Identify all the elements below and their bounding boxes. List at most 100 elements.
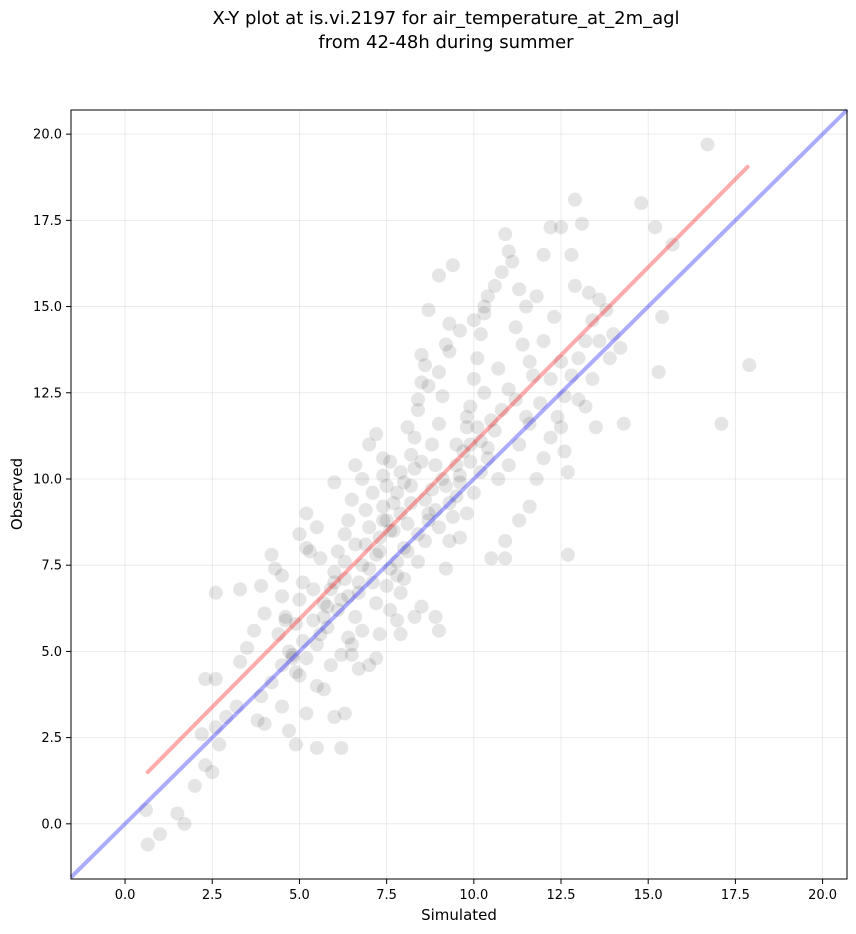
scatter-point — [466, 371, 481, 386]
scatter-point — [306, 613, 321, 628]
scatter-point — [543, 220, 558, 235]
scatter-point — [330, 603, 345, 618]
scatter-point — [337, 554, 352, 569]
scatter-point — [445, 258, 460, 273]
scatter-point — [431, 623, 446, 638]
scatter-point — [470, 351, 485, 366]
scatter-point — [320, 620, 335, 635]
scatter-point — [348, 537, 363, 552]
scatter-point — [299, 506, 314, 521]
y-tick-label: 7.5 — [41, 559, 62, 574]
fit-line — [145, 164, 750, 775]
scatter-point — [522, 499, 537, 514]
scatter-point — [386, 523, 401, 538]
scatter-point — [463, 399, 478, 414]
scatter-point — [574, 216, 589, 231]
scatter-point — [536, 247, 551, 262]
scatter-point — [473, 465, 488, 480]
scatter-point — [170, 806, 185, 821]
scatter-point — [442, 496, 457, 511]
scatter-point — [449, 458, 464, 473]
scatter-point — [417, 534, 432, 549]
identity-line — [69, 108, 849, 879]
scatter-point — [428, 503, 443, 518]
scatter-point — [431, 520, 446, 535]
scatter-point — [140, 837, 155, 852]
scatter-point — [665, 237, 680, 252]
scatter-point — [494, 265, 509, 280]
scatter-point — [309, 678, 324, 693]
scatter-point — [557, 389, 572, 404]
scatter-point — [501, 458, 516, 473]
scatter-point — [404, 496, 419, 511]
scatter-point — [292, 527, 307, 542]
scatter-point — [522, 416, 537, 431]
scatter-point — [431, 416, 446, 431]
x-tick-label: 2.5 — [202, 888, 223, 903]
scatter-point — [463, 437, 478, 452]
scatter-point — [288, 665, 303, 680]
scatter-point — [295, 634, 310, 649]
scatter-point — [466, 313, 481, 328]
scatter-point — [233, 582, 248, 597]
scatter-point — [452, 475, 467, 490]
scatter-point — [498, 551, 513, 566]
scatter-point — [484, 413, 499, 428]
scatter-point — [560, 465, 575, 480]
scatter-point — [358, 503, 373, 518]
scatter-point — [407, 461, 422, 476]
scatter-point — [651, 365, 666, 380]
scatter-point — [309, 740, 324, 755]
scatter-point — [606, 327, 621, 342]
x-tick-label: 5.0 — [289, 888, 310, 903]
scatter-point — [578, 399, 593, 414]
y-tick-label: 15.0 — [33, 300, 62, 315]
scatter-point — [505, 254, 520, 269]
scatter-point — [452, 468, 467, 483]
scatter-point — [480, 440, 495, 455]
scatter-point — [379, 513, 394, 528]
scatter-point — [400, 516, 415, 531]
x-tick-label: 17.5 — [721, 888, 750, 903]
scatter-point — [275, 699, 290, 714]
scatter-point — [393, 506, 408, 521]
scatter-point — [376, 513, 391, 528]
scatter-point — [275, 568, 290, 583]
scatter-point — [554, 420, 569, 435]
scatter-point — [564, 247, 579, 262]
scatter-point — [477, 385, 492, 400]
x-tick-label: 7.5 — [376, 888, 397, 903]
scatter-point — [407, 430, 422, 445]
scatter-point — [250, 713, 265, 728]
scatter-point — [177, 816, 192, 831]
scatter-point — [393, 465, 408, 480]
scatter-point — [334, 592, 349, 607]
scatter-point — [480, 289, 495, 304]
scatter-point — [414, 347, 429, 362]
scatter-point — [431, 268, 446, 283]
scatter-point — [533, 396, 548, 411]
scatter-point — [428, 609, 443, 624]
scatter-point — [459, 420, 474, 435]
x-tick-label: 20.0 — [808, 888, 837, 903]
scatter-point — [421, 303, 436, 318]
scatter-point — [341, 513, 356, 528]
scatter-point — [407, 609, 422, 624]
scatter-point — [529, 289, 544, 304]
scatter-point — [616, 416, 631, 431]
scatter-point — [386, 496, 401, 511]
scatter-point — [536, 334, 551, 349]
scatter-point — [613, 340, 628, 355]
scatter-point — [421, 506, 436, 521]
scatter-point — [393, 585, 408, 600]
scatter-point — [519, 299, 534, 314]
reference-lines — [69, 108, 849, 879]
scatter-point — [431, 365, 446, 380]
scatter-point — [714, 416, 729, 431]
scatter-point — [281, 723, 296, 738]
scatter-point — [152, 827, 167, 842]
scatter-point — [330, 544, 345, 559]
scatter-point — [376, 451, 391, 466]
scatter-point — [567, 192, 582, 207]
scatter-point — [369, 651, 384, 666]
